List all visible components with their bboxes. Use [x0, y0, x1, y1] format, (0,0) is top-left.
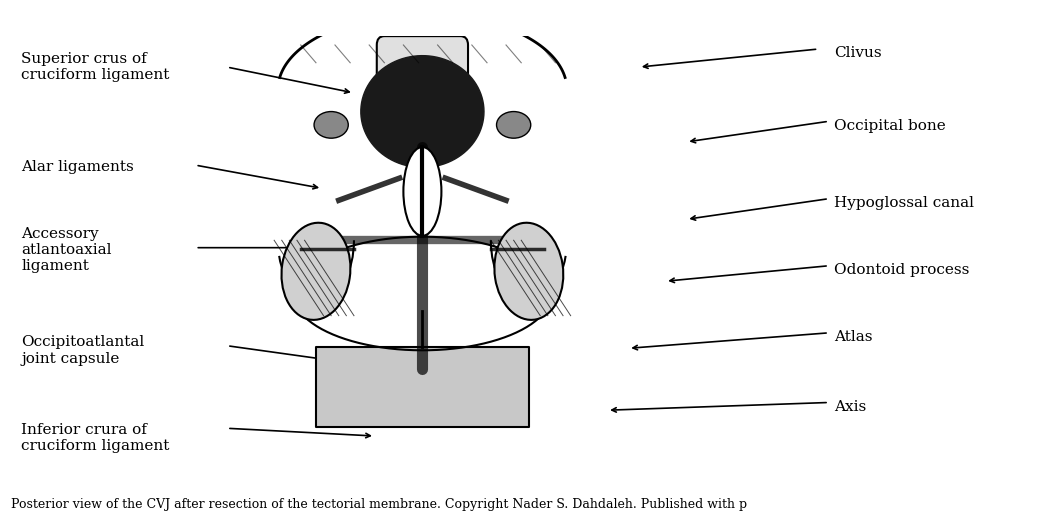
Text: Hypoglossal canal: Hypoglossal canal: [834, 196, 975, 210]
Text: Odontoid process: Odontoid process: [834, 263, 969, 277]
Ellipse shape: [282, 223, 351, 320]
Ellipse shape: [496, 111, 531, 138]
Text: Axis: Axis: [834, 400, 867, 414]
Text: Accessory
atlantoaxial
ligament: Accessory atlantoaxial ligament: [21, 227, 112, 273]
Text: Superior crus of
cruciform ligament: Superior crus of cruciform ligament: [21, 52, 170, 82]
Text: Occipital bone: Occipital bone: [834, 119, 946, 133]
FancyBboxPatch shape: [377, 36, 468, 98]
Ellipse shape: [314, 111, 348, 138]
Text: Occipitoatlantal
joint capsule: Occipitoatlantal joint capsule: [21, 335, 145, 366]
Text: Alar ligaments: Alar ligaments: [21, 160, 134, 174]
Text: Clivus: Clivus: [834, 46, 882, 60]
Text: Posterior view of the CVJ after resection of the tectorial membrane. Copyright N: Posterior view of the CVJ after resectio…: [11, 498, 747, 511]
Polygon shape: [361, 56, 484, 168]
Text: Inferior crura of
cruciform ligament: Inferior crura of cruciform ligament: [21, 423, 170, 454]
Text: Atlas: Atlas: [834, 330, 872, 344]
Ellipse shape: [494, 223, 563, 320]
Ellipse shape: [403, 147, 441, 236]
